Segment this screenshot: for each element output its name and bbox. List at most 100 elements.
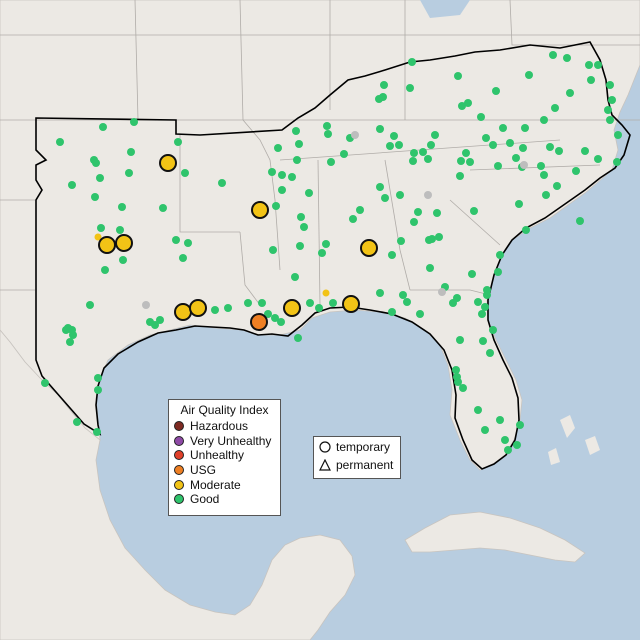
good-monitor-marker[interactable] xyxy=(278,186,286,194)
good-monitor-marker[interactable] xyxy=(482,134,490,142)
good-monitor-marker[interactable] xyxy=(606,116,614,124)
moderate-temporary-marker[interactable] xyxy=(360,239,378,257)
good-monitor-marker[interactable] xyxy=(457,157,465,165)
good-monitor-marker[interactable] xyxy=(474,298,482,306)
good-monitor-marker[interactable] xyxy=(477,113,485,121)
good-monitor-marker[interactable] xyxy=(489,141,497,149)
good-monitor-marker[interactable] xyxy=(496,251,504,259)
good-monitor-marker[interactable] xyxy=(306,299,314,307)
good-monitor-marker[interactable] xyxy=(356,206,364,214)
good-monitor-marker[interactable] xyxy=(94,386,102,394)
moderate-monitor-marker[interactable] xyxy=(94,233,102,241)
good-monitor-marker[interactable] xyxy=(521,124,529,132)
good-monitor-marker[interactable] xyxy=(376,289,384,297)
good-monitor-marker[interactable] xyxy=(515,200,523,208)
good-monitor-marker[interactable] xyxy=(410,149,418,157)
good-monitor-marker[interactable] xyxy=(296,242,304,250)
good-monitor-marker[interactable] xyxy=(376,183,384,191)
good-monitor-marker[interactable] xyxy=(566,89,574,97)
good-monitor-marker[interactable] xyxy=(483,291,491,299)
good-monitor-marker[interactable] xyxy=(478,310,486,318)
good-monitor-marker[interactable] xyxy=(408,58,416,66)
good-monitor-marker[interactable] xyxy=(381,194,389,202)
good-monitor-marker[interactable] xyxy=(268,168,276,176)
good-monitor-marker[interactable] xyxy=(519,144,527,152)
good-monitor-marker[interactable] xyxy=(376,125,384,133)
good-monitor-marker[interactable] xyxy=(426,264,434,272)
good-monitor-marker[interactable] xyxy=(300,223,308,231)
good-monitor-marker[interactable] xyxy=(323,122,331,130)
good-monitor-marker[interactable] xyxy=(486,349,494,357)
good-monitor-marker[interactable] xyxy=(506,139,514,147)
good-monitor-marker[interactable] xyxy=(474,406,482,414)
good-monitor-marker[interactable] xyxy=(116,226,124,234)
good-monitor-marker[interactable] xyxy=(499,124,507,132)
good-monitor-marker[interactable] xyxy=(470,207,478,215)
good-monitor-marker[interactable] xyxy=(340,150,348,158)
good-monitor-marker[interactable] xyxy=(375,95,383,103)
good-monitor-marker[interactable] xyxy=(433,209,441,217)
good-monitor-marker[interactable] xyxy=(608,96,616,104)
good-monitor-marker[interactable] xyxy=(456,172,464,180)
good-monitor-marker[interactable] xyxy=(613,158,621,166)
moderate-temporary-marker[interactable] xyxy=(251,201,269,219)
good-monitor-marker[interactable] xyxy=(494,268,502,276)
good-monitor-marker[interactable] xyxy=(406,84,414,92)
good-monitor-marker[interactable] xyxy=(151,321,159,329)
good-monitor-marker[interactable] xyxy=(94,374,102,382)
good-monitor-marker[interactable] xyxy=(291,273,299,281)
good-monitor-marker[interactable] xyxy=(452,366,460,374)
good-monitor-marker[interactable] xyxy=(66,338,74,346)
good-monitor-marker[interactable] xyxy=(542,191,550,199)
good-monitor-marker[interactable] xyxy=(606,81,614,89)
good-monitor-marker[interactable] xyxy=(553,182,561,190)
good-monitor-marker[interactable] xyxy=(513,441,521,449)
good-monitor-marker[interactable] xyxy=(454,378,462,386)
good-monitor-marker[interactable] xyxy=(224,304,232,312)
good-monitor-marker[interactable] xyxy=(258,299,266,307)
good-monitor-marker[interactable] xyxy=(501,436,509,444)
good-monitor-marker[interactable] xyxy=(386,142,394,150)
good-monitor-marker[interactable] xyxy=(388,251,396,259)
good-monitor-marker[interactable] xyxy=(464,99,472,107)
good-monitor-marker[interactable] xyxy=(492,87,500,95)
good-monitor-marker[interactable] xyxy=(181,169,189,177)
good-monitor-marker[interactable] xyxy=(414,208,422,216)
good-monitor-marker[interactable] xyxy=(396,191,404,199)
good-monitor-marker[interactable] xyxy=(403,298,411,306)
good-monitor-marker[interactable] xyxy=(68,181,76,189)
good-monitor-marker[interactable] xyxy=(424,155,432,163)
moderate-temporary-marker[interactable] xyxy=(174,303,192,321)
good-monitor-marker[interactable] xyxy=(315,304,323,312)
good-monitor-marker[interactable] xyxy=(272,202,280,210)
good-monitor-marker[interactable] xyxy=(96,174,104,182)
good-monitor-marker[interactable] xyxy=(453,294,461,302)
good-monitor-marker[interactable] xyxy=(349,215,357,223)
good-monitor-marker[interactable] xyxy=(92,159,100,167)
good-monitor-marker[interactable] xyxy=(264,310,272,318)
good-monitor-marker[interactable] xyxy=(428,235,436,243)
good-monitor-marker[interactable] xyxy=(172,236,180,244)
good-monitor-marker[interactable] xyxy=(390,132,398,140)
good-monitor-marker[interactable] xyxy=(540,116,548,124)
good-monitor-marker[interactable] xyxy=(462,149,470,157)
good-monitor-marker[interactable] xyxy=(494,162,502,170)
good-monitor-marker[interactable] xyxy=(435,233,443,241)
good-monitor-marker[interactable] xyxy=(572,167,580,175)
good-monitor-marker[interactable] xyxy=(399,291,407,299)
good-monitor-marker[interactable] xyxy=(93,428,101,436)
good-monitor-marker[interactable] xyxy=(69,331,77,339)
good-monitor-marker[interactable] xyxy=(294,334,302,342)
good-monitor-marker[interactable] xyxy=(118,203,126,211)
good-monitor-marker[interactable] xyxy=(512,154,520,162)
no-data-monitor-marker[interactable] xyxy=(520,161,528,169)
good-monitor-marker[interactable] xyxy=(409,157,417,165)
good-monitor-marker[interactable] xyxy=(73,418,81,426)
moderate-temporary-marker[interactable] xyxy=(115,234,133,252)
good-monitor-marker[interactable] xyxy=(479,337,487,345)
good-monitor-marker[interactable] xyxy=(56,138,64,146)
good-monitor-marker[interactable] xyxy=(496,416,504,424)
good-monitor-marker[interactable] xyxy=(271,314,279,322)
no-data-monitor-marker[interactable] xyxy=(351,131,359,139)
